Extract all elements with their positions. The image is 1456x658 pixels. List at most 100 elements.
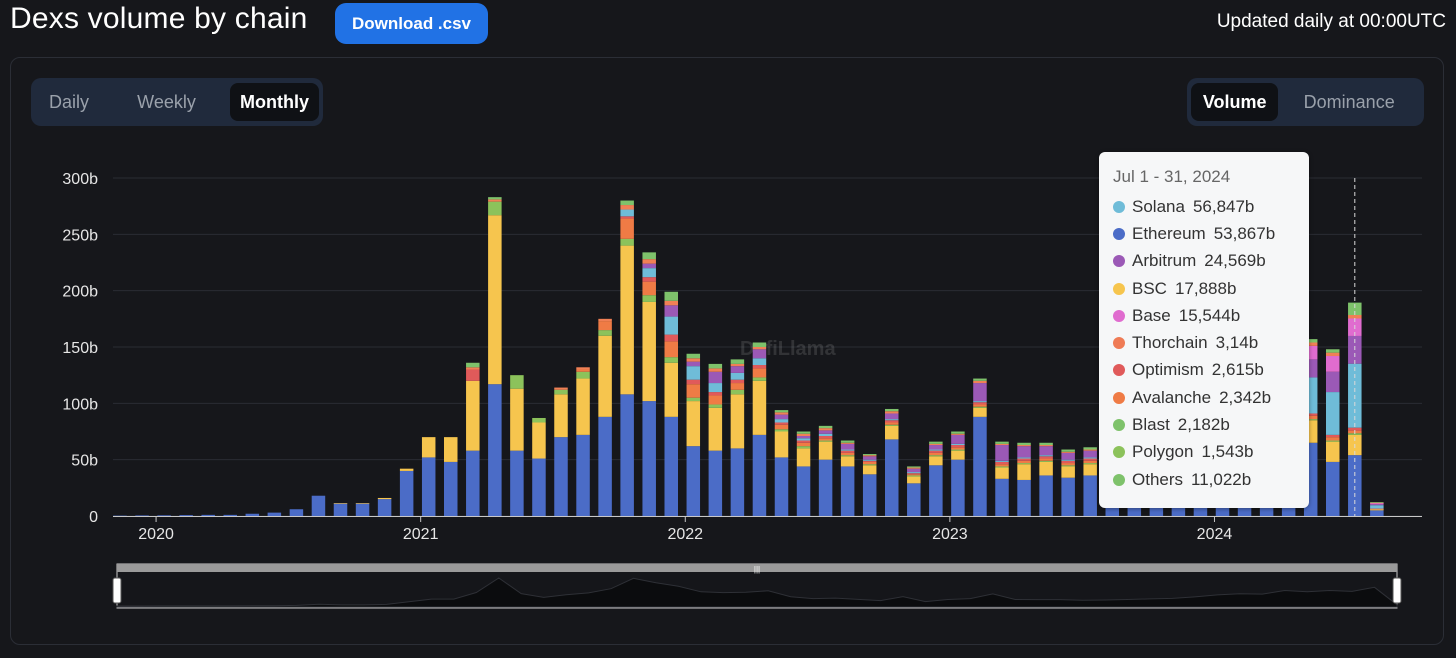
tooltip-series-value: 3,14b (1215, 333, 1259, 353)
bar-segment (1370, 509, 1384, 511)
bar-segment (135, 515, 149, 517)
bar-segment (818, 428, 833, 431)
tab-daily[interactable]: Daily (49, 91, 90, 112)
tooltip-series-name: Polygon (1132, 442, 1194, 462)
bar-segment (466, 369, 480, 381)
bar-segment (532, 422, 546, 459)
navigator-scrollbar (117, 564, 1397, 572)
bar-segment (1017, 463, 1031, 465)
tooltip-series-value: 15,544b (1178, 305, 1241, 325)
bar-segment (1061, 452, 1075, 460)
tab-dominance[interactable]: Dominance (1303, 91, 1395, 112)
bar-segment (620, 216, 634, 219)
bar-segment (708, 383, 723, 393)
y-tick-label: 200b (62, 284, 98, 301)
bar-segment (774, 424, 789, 430)
chart-tooltip: Jul 1 - 31, 2024 Solana 56,847b Ethereum 53… (1099, 152, 1309, 508)
bar-segment (708, 404, 723, 408)
bar-segment (642, 295, 656, 302)
bar-segment (1303, 415, 1318, 420)
x-tick-label: 2024 (1197, 526, 1233, 543)
series-dot-icon (1113, 255, 1125, 268)
bar-segment (1326, 392, 1340, 435)
x-tick-label: 2020 (138, 526, 174, 543)
bar-segment (973, 383, 987, 402)
bar-segment (730, 383, 745, 390)
bar-segment (510, 375, 524, 389)
bar-segment (885, 419, 899, 421)
tab-volume[interactable]: Volume (1191, 83, 1279, 121)
bar-segment (642, 277, 656, 282)
navigator-grip-icon: ||| (754, 565, 760, 574)
y-tick-label: 250b (62, 227, 98, 244)
bar-segment (730, 379, 745, 384)
tooltip-series-value: 2,615b (1211, 360, 1264, 380)
series-dot-icon (1113, 200, 1125, 213)
tab-monthly[interactable]: Monthly (230, 83, 319, 121)
bar-segment (1017, 458, 1031, 461)
bar-segment (730, 372, 745, 380)
bar-segment (664, 362, 678, 417)
bar-segment (929, 441, 943, 444)
bar-segment (907, 483, 921, 516)
series-dot-icon (1113, 337, 1125, 350)
bar-segment (157, 515, 171, 516)
bar-segment (708, 450, 723, 516)
tooltip-series-value: 1,543b (1201, 442, 1254, 462)
bar-segment (995, 441, 1009, 444)
bar-segment (664, 316, 678, 335)
tooltip-row: Arbitrum 24,569b (1113, 248, 1295, 275)
y-tick-label: 100b (62, 396, 98, 413)
bar-segment (444, 437, 458, 462)
bar-segment (1039, 446, 1053, 456)
bar-segment (664, 357, 678, 363)
bar-segment (1326, 371, 1340, 393)
bar-segment (1061, 459, 1075, 461)
bar-segment (488, 201, 502, 216)
bar-segment (686, 353, 701, 359)
bar-segment (466, 380, 480, 451)
bar-segment (377, 497, 392, 500)
bar-segment (862, 454, 877, 456)
bar-segment (1061, 466, 1075, 478)
bar-segment (995, 443, 1009, 446)
tooltip-series-name: Others (1132, 469, 1184, 489)
bar-segment (929, 452, 943, 456)
bar-segment (267, 512, 282, 516)
tab-weekly[interactable]: Weekly (137, 91, 196, 112)
navigator-handle[interactable] (112, 577, 122, 604)
bar-segment (1370, 502, 1384, 505)
bar-segment (885, 420, 899, 423)
bar-segment (598, 330, 612, 336)
bar-segment (752, 434, 767, 516)
y-tick-label: 150b (62, 340, 98, 357)
bar-segment (774, 457, 789, 516)
bar-segment (796, 438, 811, 441)
bar-segment (1303, 419, 1318, 421)
bar-segment (818, 459, 833, 516)
y-axis-labels: 0 50b 100b 150b 200b 250b 300b (62, 171, 98, 526)
bar-segment (1083, 458, 1097, 461)
download-csv-button[interactable]: Download .csv (335, 3, 488, 44)
bar-segment (929, 443, 943, 446)
bar-segment (510, 388, 524, 451)
bar-segment (488, 384, 502, 516)
bar-segment (1061, 451, 1075, 453)
bar-segment (840, 456, 855, 467)
bar-segment (1017, 479, 1031, 516)
tooltip-series-name: Ethereum (1132, 223, 1206, 243)
x-tick-label: 2021 (403, 526, 439, 543)
bar-segment (708, 368, 723, 372)
navigator-handle[interactable] (1392, 577, 1402, 604)
bar-segment (1083, 460, 1097, 464)
bar-segment (1039, 456, 1053, 459)
bar-segment (642, 301, 656, 402)
bar-segment (377, 499, 392, 516)
bar-segment (620, 218, 634, 239)
bar-segment (466, 450, 480, 516)
bar-segment (598, 335, 612, 417)
bar-segment (973, 401, 987, 403)
bar-segment (752, 377, 767, 381)
bar-segment (598, 416, 612, 516)
bar-segment (951, 447, 965, 450)
